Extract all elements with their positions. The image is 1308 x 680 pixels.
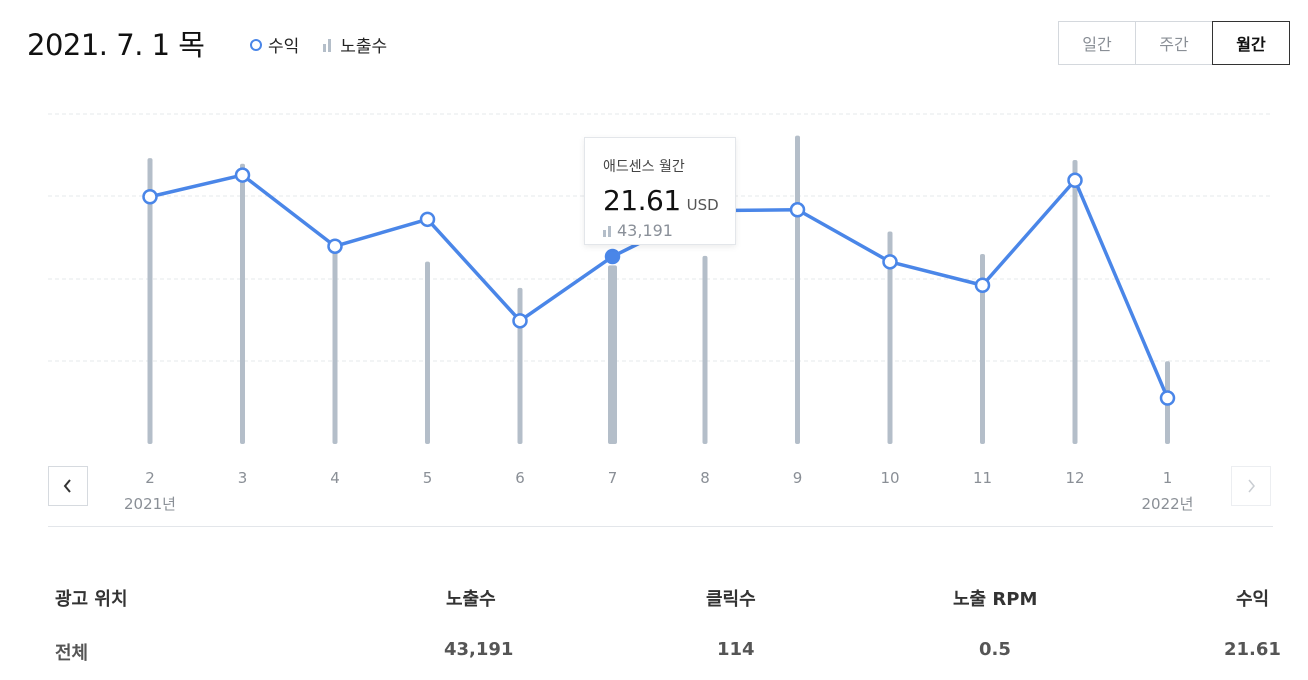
revenue-point (142, 189, 158, 205)
impression-bar (147, 158, 153, 445)
revenue-point (419, 211, 436, 228)
impression-bar (980, 254, 985, 444)
year-label: 2022년 (1142, 495, 1194, 513)
x-tick-label: 3 (238, 469, 248, 487)
tooltip-revenue-value: 21.61 (603, 184, 681, 217)
revenue-point (1159, 390, 1176, 406)
revenue-marker-icon (250, 38, 262, 51)
next-period-button[interactable] (1231, 466, 1271, 506)
impression-bar (240, 163, 245, 444)
tab-monthly[interactable]: 월간 (1212, 21, 1290, 65)
revenue-point (234, 167, 251, 183)
selected-date: 2021. 7. 1 목 (27, 28, 205, 62)
table-header-clicks: 클릭수 (706, 589, 756, 610)
table-cell-impressions: 43,191 (444, 639, 514, 660)
table-cell-placement: 전체 (55, 643, 89, 664)
legend-impressions: 노출수 (323, 32, 387, 57)
chart-legend: 수익 노출수 (250, 32, 411, 57)
x-tick-label: 9 (793, 469, 803, 487)
impression-bar (795, 135, 800, 444)
revenue-point (974, 277, 991, 293)
legend-revenue-label: 수익 (268, 37, 300, 57)
bar-chart-icon (603, 225, 613, 237)
period-tabs: 일간 주간 월간 (1058, 21, 1290, 65)
tooltip-title: 애드센스 월간 (603, 159, 685, 175)
x-tick-label: 11 (973, 469, 992, 487)
table-cell-rpm: 0.5 (979, 639, 1011, 660)
x-tick-label: 10 (880, 469, 899, 487)
prev-period-button[interactable] (48, 466, 88, 506)
x-tick-label: 6 (515, 469, 525, 487)
tooltip-unit: USD (686, 196, 719, 214)
legend-impressions-label: 노출수 (340, 37, 388, 57)
x-tick-label: 12 (1065, 469, 1084, 487)
revenue-point (512, 313, 528, 329)
tooltip-impressions-value: 43,191 (617, 221, 673, 240)
legend-revenue: 수익 (250, 32, 299, 57)
table-cell-revenue: 21.61 (1224, 639, 1281, 660)
chevron-left-icon (63, 479, 71, 493)
impression-bar (608, 265, 617, 444)
table-cell-clicks: 114 (717, 639, 755, 660)
table-header-placement: 광고 위치 (55, 589, 128, 610)
revenue-impressions-chart: 2 3 4 5 6 7 8 9 10 11 12 1 2021년 2022년 (48, 113, 1273, 513)
x-tick-label: 1 (1163, 469, 1173, 487)
x-tick-label: 8 (700, 469, 710, 487)
impression-bar (702, 255, 708, 444)
revenue-point (789, 202, 806, 218)
impression-bar (332, 239, 338, 444)
x-tick-label: 4 (330, 469, 340, 487)
impression-bar (425, 261, 430, 444)
bar-chart-icon (323, 38, 333, 52)
x-tick-label: 7 (608, 469, 618, 487)
impression-bar (887, 231, 893, 444)
x-tick-label: 2 (145, 469, 155, 487)
divider (48, 526, 1273, 527)
table-header-impressions: 노출수 (446, 589, 496, 610)
chart-tooltip: 애드센스 월간 21.61 USD 43,191 (584, 137, 736, 245)
revenue-point (1067, 172, 1083, 189)
table-header-revenue: 수익 (1236, 589, 1270, 610)
chevron-right-icon (1248, 479, 1255, 493)
impression-bar (517, 287, 523, 444)
tab-weekly[interactable]: 주간 (1135, 21, 1213, 65)
impression-bar (1072, 160, 1078, 445)
table-header-rpm: 노출 RPM (953, 589, 1038, 610)
x-tick-label: 5 (423, 469, 433, 487)
revenue-point (882, 254, 898, 270)
revenue-point-selected (604, 248, 621, 265)
revenue-point (327, 238, 343, 254)
year-label: 2021년 (124, 495, 176, 513)
